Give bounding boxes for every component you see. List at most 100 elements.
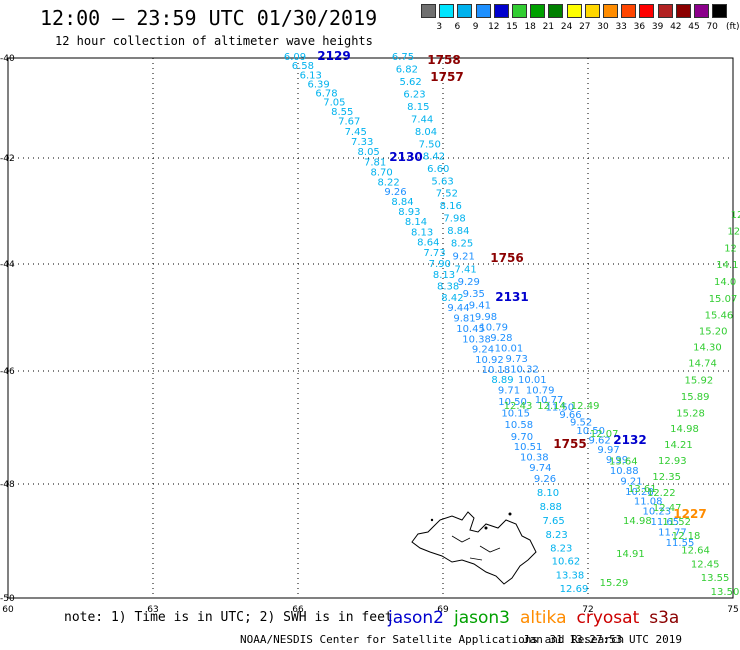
wave-reading: 12.22 — [647, 488, 676, 499]
colorbar-swatch — [493, 4, 509, 18]
wave-reading: 14.98 — [623, 516, 652, 527]
wave-reading: 9.74 — [529, 463, 551, 474]
colorbar-swatch — [657, 4, 673, 18]
wave-reading: 6.60 — [427, 164, 449, 175]
wave-reading: 8.22 — [377, 177, 399, 188]
wave-reading: 10.92 — [475, 355, 504, 366]
wave-reading: 6.23 — [403, 89, 425, 100]
wave-reading: 8.64 — [417, 238, 439, 249]
map-border — [7, 57, 734, 599]
wave-reading: 9.21 — [453, 251, 475, 262]
colorbar-label: 42 — [670, 22, 682, 32]
island-outline — [411, 511, 537, 585]
wave-reading: 10.79 — [479, 323, 508, 334]
wave-reading: 9.24 — [472, 345, 494, 356]
satellite-legend-item: altika — [520, 608, 567, 628]
wave-reading: 10.77 — [535, 395, 564, 406]
colorbar-swatch — [475, 4, 491, 18]
wave-reading: 10.79 — [526, 386, 555, 397]
wave-reading: 15.28 — [676, 408, 705, 419]
islet — [484, 526, 488, 530]
islet — [508, 512, 512, 516]
wave-reading: 9.70 — [511, 432, 533, 443]
wave-reading: 8.23 — [550, 543, 572, 554]
wave-reading: 9.29 — [458, 277, 480, 288]
wave-reading: 12 — [727, 227, 740, 238]
wave-reading: 8.89 — [491, 375, 513, 386]
track-label: 2131 — [495, 290, 528, 304]
wave-reading: 10.88 — [610, 466, 639, 477]
colorbar-label: 45 — [688, 22, 700, 32]
wave-reading: 8.13 — [433, 270, 455, 281]
wave-reading: 9.28 — [490, 333, 512, 344]
wave-reading: 14.91 — [616, 549, 645, 560]
wave-reading: 8.13 — [411, 227, 433, 238]
wave-reading: 10.01 — [495, 344, 524, 355]
wave-reading: 8.84 — [447, 226, 469, 237]
wave-reading: 13.55 — [701, 573, 730, 584]
islet — [430, 518, 434, 522]
satellite-legend-item: jason2 — [388, 608, 444, 628]
lat-label: -48 — [0, 480, 15, 490]
note-text: note: 1) Time is in UTC; 2) SWH is in fe… — [64, 610, 393, 625]
map-grid — [8, 58, 733, 598]
wave-reading: 10.28 — [625, 487, 654, 498]
wave-reading: 10.62 — [552, 557, 581, 568]
wave-reading: 8.23 — [545, 530, 567, 541]
wave-reading: 15.07 — [709, 294, 738, 305]
wave-reading: 7.05 — [323, 98, 345, 109]
wave-reading: 8.16 — [440, 201, 462, 212]
wave-reading: 11.52 — [662, 517, 691, 528]
wave-reading: 5.62 — [400, 77, 422, 88]
wave-reading: 14.1 — [716, 260, 738, 271]
wave-reading: 11.08 — [634, 497, 663, 508]
colorbar-swatch — [584, 4, 600, 18]
colorbar-label: 12 — [488, 22, 500, 32]
colorbar-label: 6 — [454, 22, 461, 32]
wave-reading: 10.50 — [498, 397, 527, 408]
colorbar-label: 15 — [506, 22, 518, 32]
colorbar-swatch — [712, 4, 728, 18]
wave-reading: 9.41 — [469, 301, 491, 312]
wave-reading: 11.77 — [658, 527, 687, 538]
wave-reading: 11.65 — [651, 517, 680, 528]
colorbar-label: 27 — [579, 22, 591, 32]
colorbar-swatch — [694, 4, 709, 18]
wave-reading: 7.65 — [542, 516, 564, 527]
lat-label: -40 — [0, 54, 15, 64]
colorbar-swatch — [421, 4, 436, 18]
satellite-legend-item: jason3 — [454, 608, 510, 628]
wave-reading: 10.51 — [514, 442, 543, 453]
island-inlet — [451, 535, 501, 561]
wave-reading: 13.64 — [609, 457, 638, 468]
wave-reading: 8.15 — [407, 102, 429, 113]
track-label: 1756 — [490, 251, 523, 265]
track-label: 2129 — [317, 49, 350, 63]
page-title: 12:00 – 23:59 UTC 01/30/2019 — [40, 6, 378, 30]
wave-reading: 12.14 — [537, 401, 566, 412]
colorbar-label: 30 — [597, 22, 609, 32]
wave-reading: 12.93 — [658, 456, 687, 467]
wave-reading: 15.29 — [600, 578, 629, 589]
lon-label: 72 — [582, 605, 593, 615]
wave-reading: 6.78 — [315, 89, 337, 100]
wave-reading: 8.70 — [371, 167, 393, 178]
colorbar-swatch — [566, 4, 582, 18]
wave-reading: 9.44 — [447, 303, 469, 314]
wave-reading: 14.74 — [688, 359, 717, 370]
wave-reading: 8.04 — [415, 127, 437, 138]
wave-reading: 9.66 — [559, 410, 581, 421]
colorbar-label: 18 — [524, 22, 536, 32]
wave-reading: 6.82 — [396, 64, 418, 75]
wave-reading: 7.73 — [423, 248, 445, 259]
wave-reading: 8.14 — [405, 217, 427, 228]
wave-reading: 10.58 — [505, 420, 534, 431]
colorbar-swatch — [639, 4, 655, 18]
wave-reading: 10.15 — [501, 408, 530, 419]
lon-label: 60 — [2, 605, 14, 615]
wave-reading: 10.38 — [520, 452, 549, 463]
colorbar-swatch — [512, 4, 527, 18]
wave-reading: 9.81 — [453, 314, 475, 325]
colorbar-label: 24 — [560, 22, 573, 32]
